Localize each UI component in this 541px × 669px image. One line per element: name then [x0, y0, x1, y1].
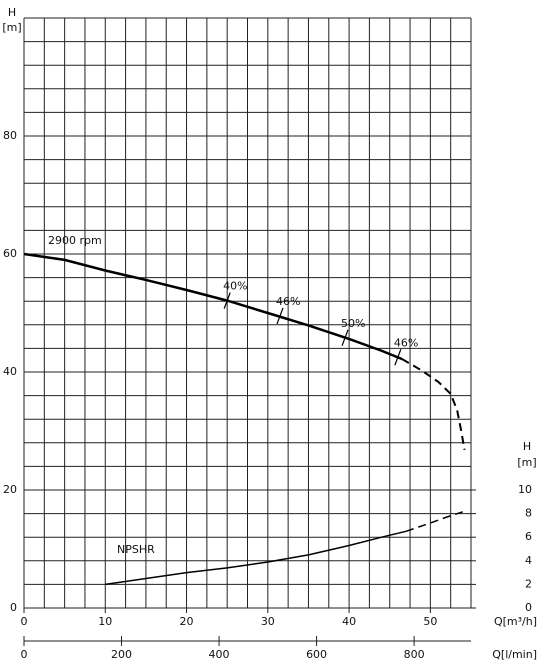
npsh-label: NPSHR: [117, 543, 155, 556]
x-tick-label: 30: [261, 615, 275, 628]
y2-tick-label: 8: [525, 507, 532, 520]
y2-tick-label: 10: [518, 483, 532, 496]
y2-tick-label: 4: [525, 554, 532, 567]
speed-label: 2900 rpm: [48, 234, 102, 247]
y-tick-label: 60: [3, 247, 17, 260]
y-tick-label: 40: [3, 365, 17, 378]
efficiency-label: 46%: [394, 336, 418, 349]
y-tick-label: 20: [3, 483, 17, 496]
x-axis-title: Q[m³/h]: [494, 615, 537, 628]
x2-axis-title: Q[l/min]: [492, 648, 537, 661]
curve: [105, 530, 407, 586]
right-axis-unit: [m]: [517, 456, 536, 469]
x2-tick-label: 600: [306, 648, 327, 661]
y2-tick-label: 0: [525, 601, 532, 614]
curve: [405, 510, 465, 533]
x-tick-label: 0: [21, 615, 28, 628]
y-tick-label: 80: [3, 129, 17, 142]
curve: [401, 358, 466, 451]
y-tick-label: 0: [10, 601, 17, 614]
efficiency-mark: [276, 307, 284, 325]
x-tick-label: 10: [98, 615, 112, 628]
left-axis-unit: [m]: [2, 21, 21, 34]
x-tick-label: 40: [342, 615, 356, 628]
efficiency-mark: [394, 349, 402, 366]
x2-tick-label: 400: [209, 648, 230, 661]
efficiency-mark: [223, 292, 231, 309]
efficiency-mark: [341, 329, 349, 346]
curve: [23, 252, 403, 361]
y2-tick-label: 2: [525, 577, 532, 590]
right-axis-title: H: [523, 440, 531, 453]
y2-tick-label: 6: [525, 530, 532, 543]
left-axis-title: H: [8, 6, 16, 19]
x2-tick-label: 800: [404, 648, 425, 661]
efficiency-label: 50%: [341, 317, 365, 330]
x2-tick-label: 200: [111, 648, 132, 661]
efficiency-label: 46%: [276, 295, 300, 308]
x2-tick-label: 0: [21, 648, 28, 661]
x-tick-label: 20: [180, 615, 194, 628]
efficiency-label: 40%: [223, 280, 247, 293]
x-tick-label: 50: [423, 615, 437, 628]
